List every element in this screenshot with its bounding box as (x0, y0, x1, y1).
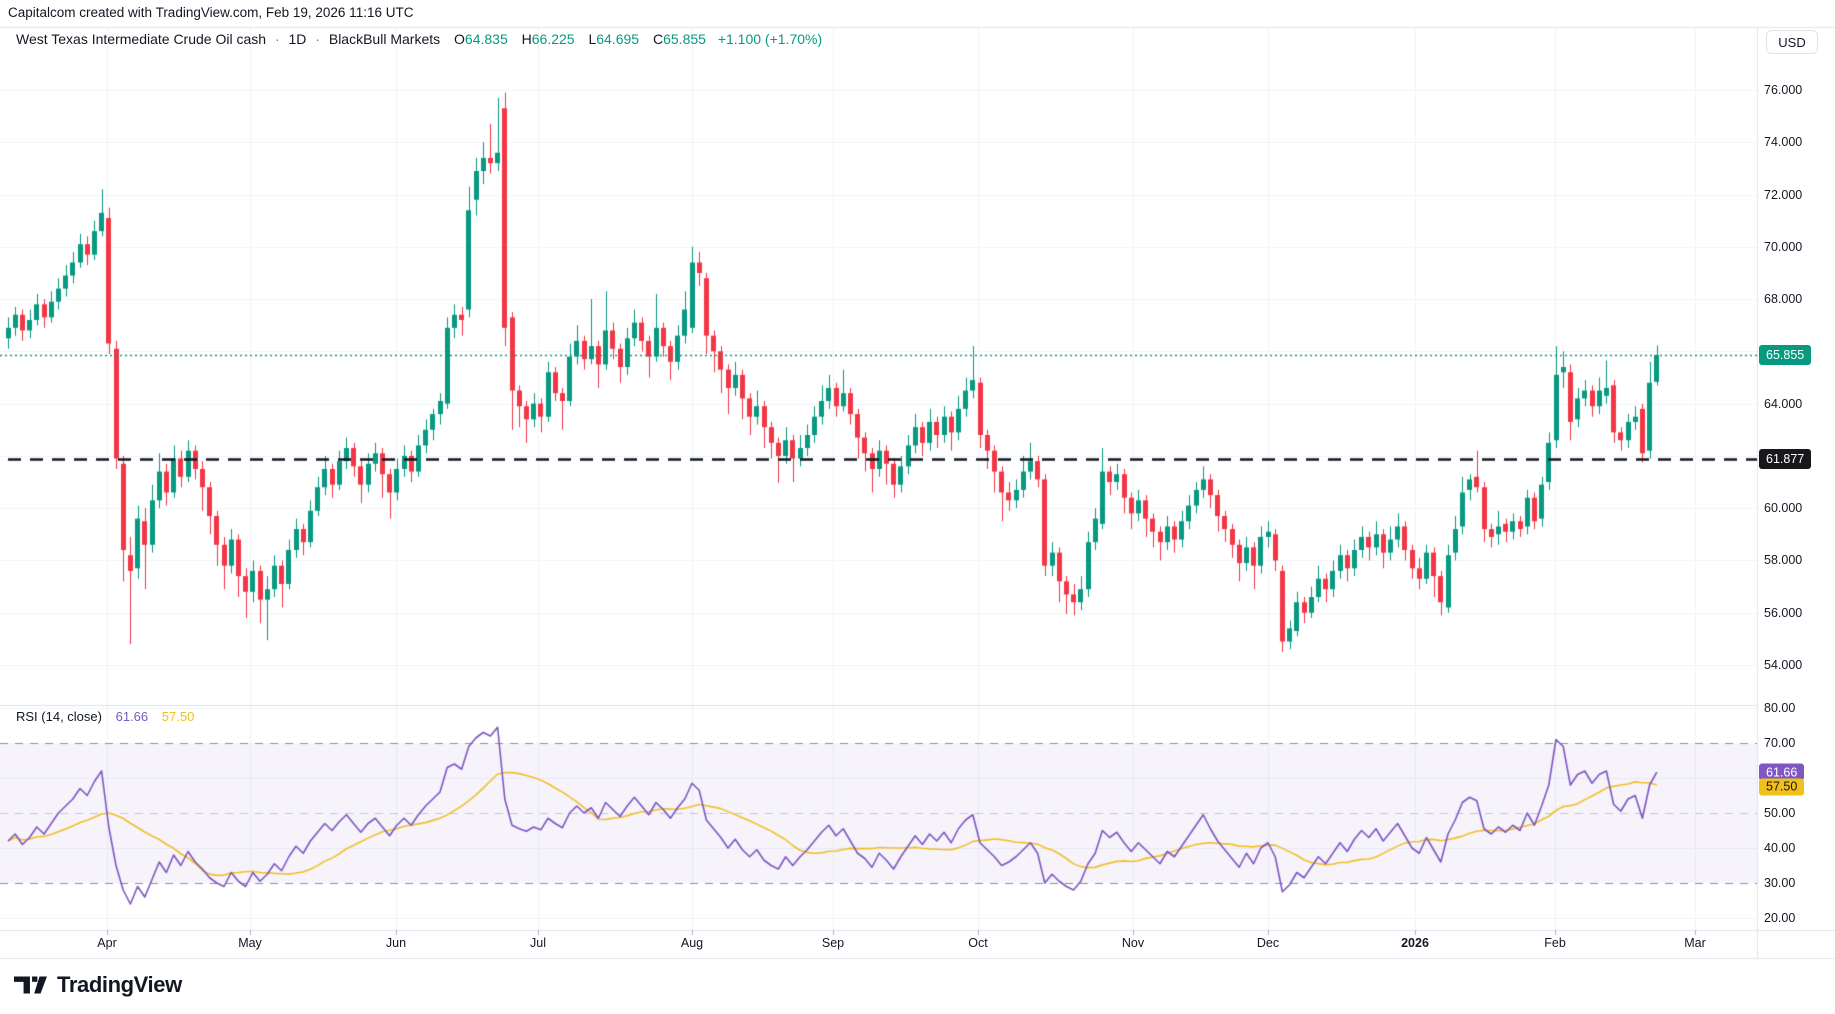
rsi-axis-label: 20.00 (1764, 911, 1796, 925)
tradingview-logo-text: TradingView (57, 972, 182, 997)
rsi-axis-label: 50.00 (1764, 806, 1796, 820)
current-price-label: 65.855 (1759, 345, 1812, 366)
time-axis-label-jun: Jun (385, 936, 407, 950)
rsi-legend: RSI (14, close) 61.66 57.50 (16, 709, 194, 724)
reference-price-label[interactable]: 61.877 (1759, 449, 1812, 470)
rsi-value: 61.66 (115, 709, 149, 724)
price-axis-label: 70.000 (1764, 239, 1803, 254)
tradingview-logo[interactable]: TradingView (14, 972, 182, 998)
currency-button[interactable]: USD (1766, 30, 1818, 54)
close-value: 65.855 (663, 31, 706, 47)
rsi-axis-label: 80.00 (1764, 701, 1796, 715)
rsi-ma-value: 57.50 (161, 709, 195, 724)
low-value: 64.695 (596, 31, 640, 47)
price-axis-label: 72.000 (1764, 187, 1803, 202)
price-axis-label: 64.000 (1764, 396, 1803, 411)
exchange-label: BlackBull Markets (328, 31, 441, 47)
rsi-ma-value-badge: 57.50 (1759, 778, 1805, 796)
low-label: L (588, 31, 597, 47)
time-axis-label-sep: Sep (821, 936, 845, 950)
time-axis-label-apr: Apr (97, 936, 117, 950)
price-axis-label: 68.000 (1764, 292, 1803, 307)
high-value: 66.225 (531, 31, 575, 47)
time-axis-label-nov: Nov (1121, 936, 1145, 950)
rsi-axis-label: 70.00 (1764, 736, 1796, 750)
symbol-title[interactable]: West Texas Intermediate Crude Oil cash (16, 31, 267, 47)
price-axis-label: 74.000 (1764, 135, 1803, 150)
time-axis-label-jul: Jul (530, 936, 546, 950)
time-axis-label-dec: Dec (1256, 936, 1280, 950)
high-label: H (521, 31, 532, 47)
change-value: +1.100 (+1.70%) (717, 31, 823, 47)
price-axis-label: 76.000 (1764, 83, 1803, 97)
price-axis-label: 60.000 (1764, 501, 1803, 516)
rsi-axis-label: 40.00 (1764, 841, 1796, 855)
legend-separator: · (315, 31, 320, 47)
open-label: O (454, 31, 465, 47)
time-axis-label-mar: Mar (1684, 936, 1706, 950)
price-axis-label: 58.000 (1764, 553, 1803, 568)
close-label: C (652, 31, 664, 47)
interval-label[interactable]: 1D (288, 31, 307, 47)
open-value: 64.835 (464, 31, 508, 47)
time-axis-label-may: May (238, 936, 262, 950)
time-axis-label-feb: Feb (1544, 936, 1566, 950)
time-axis-label-aug: Aug (680, 936, 704, 950)
attribution-text: Capitalcom created with TradingView.com,… (8, 5, 414, 20)
time-axis-label-oct: Oct (968, 936, 988, 950)
legend-separator: · (274, 31, 280, 47)
tradingview-logo-icon (14, 976, 47, 994)
rsi-value-badge: 61.66 (1759, 763, 1805, 781)
rsi-axis-label: 30.00 (1764, 876, 1796, 890)
rsi-title[interactable]: RSI (14, close) (16, 709, 102, 724)
price-axis-label: 54.000 (1764, 657, 1803, 672)
symbol-legend: West Texas Intermediate Crude Oil cash ·… (16, 31, 822, 47)
price-axis-label: 56.000 (1764, 605, 1803, 620)
time-axis-label-2026: 2026 (1401, 936, 1429, 950)
